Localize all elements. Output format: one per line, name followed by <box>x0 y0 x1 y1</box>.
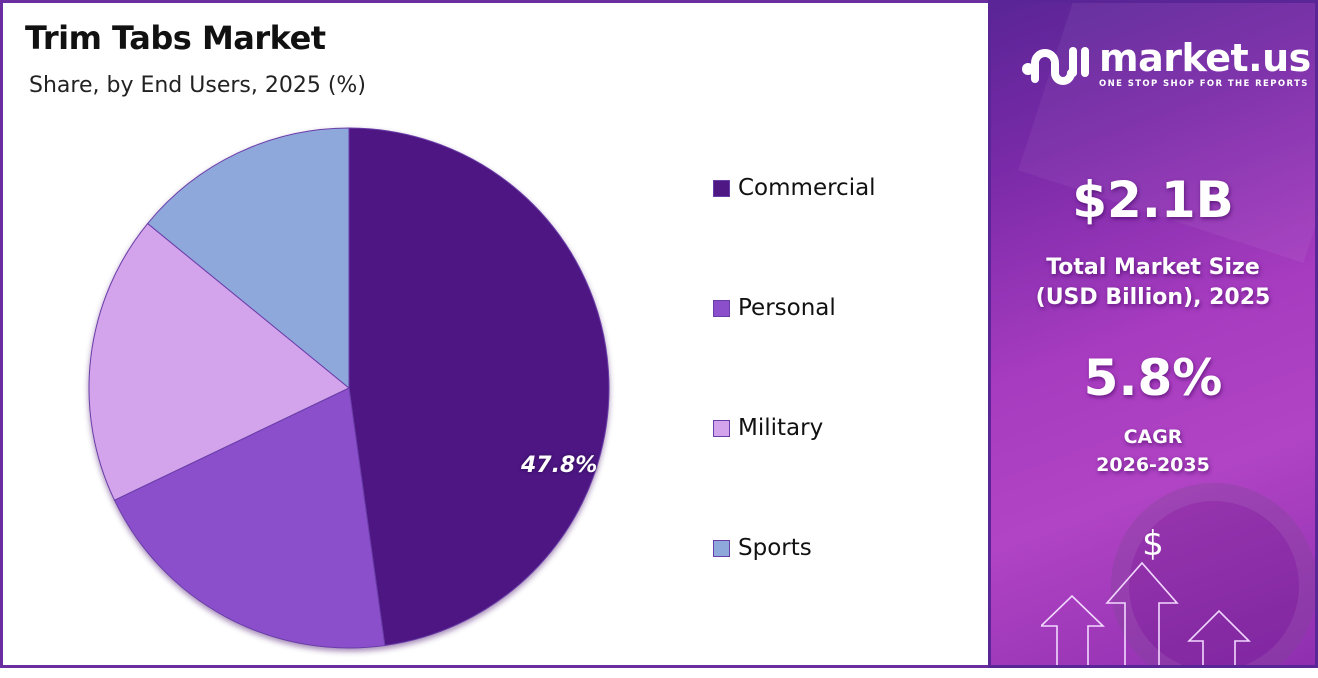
cagr-period: 2026-2035 <box>1096 454 1210 476</box>
summary-panel: market.us ONE STOP SHOP FOR THE REPORTS … <box>988 0 1318 668</box>
legend-label: Commercial <box>738 175 876 201</box>
market-size-value: $2.1B <box>1072 171 1234 229</box>
legend-swatch-sports <box>713 539 730 557</box>
brand-tagline: ONE STOP SHOP FOR THE REPORTS <box>1099 79 1309 89</box>
market-size-label-1: Total Market Size <box>1046 255 1260 280</box>
cagr-value: 5.8% <box>1083 349 1223 407</box>
pie-svg <box>88 127 610 649</box>
legend-item-military: Military <box>713 415 823 441</box>
legend-swatch-military <box>713 419 730 437</box>
brand-logo: market.us ONE STOP SHOP FOR THE REPORTS <box>1021 39 1311 89</box>
svg-text:$: $ <box>1142 524 1164 564</box>
market-us-logo-icon <box>1021 39 1091 89</box>
legend-item-personal: Personal <box>713 295 836 321</box>
legend-label: Personal <box>738 295 836 321</box>
pie-slice-commercial <box>348 127 610 647</box>
brand-name: market.us <box>1099 36 1311 80</box>
slice-label-commercial: 47.8% <box>521 453 598 478</box>
chart-panel: Trim Tabs Market Share, by End Users, 20… <box>0 0 988 668</box>
legend-label: Military <box>738 415 824 441</box>
legend-item-commercial: Commercial <box>713 175 876 201</box>
pie-chart: 47.8% <box>73 113 633 673</box>
legend-label: Sports <box>738 535 812 561</box>
pie-slice-personal <box>113 387 386 649</box>
chart-subtitle: Share, by End Users, 2025 (%) <box>29 73 366 98</box>
legend-swatch-personal <box>713 299 730 317</box>
pie-slice-sports <box>146 127 350 390</box>
pie-slice-military <box>88 222 350 501</box>
chart-title: Trim Tabs Market <box>25 19 326 57</box>
legend-swatch-commercial <box>713 179 730 197</box>
dollar-growth-arrows-icon: $ <box>1039 523 1281 665</box>
market-size-label-2: (USD Billion), 2025 <box>1035 285 1271 310</box>
legend-item-sports: Sports <box>713 535 812 561</box>
cagr-label: CAGR <box>1123 426 1183 448</box>
